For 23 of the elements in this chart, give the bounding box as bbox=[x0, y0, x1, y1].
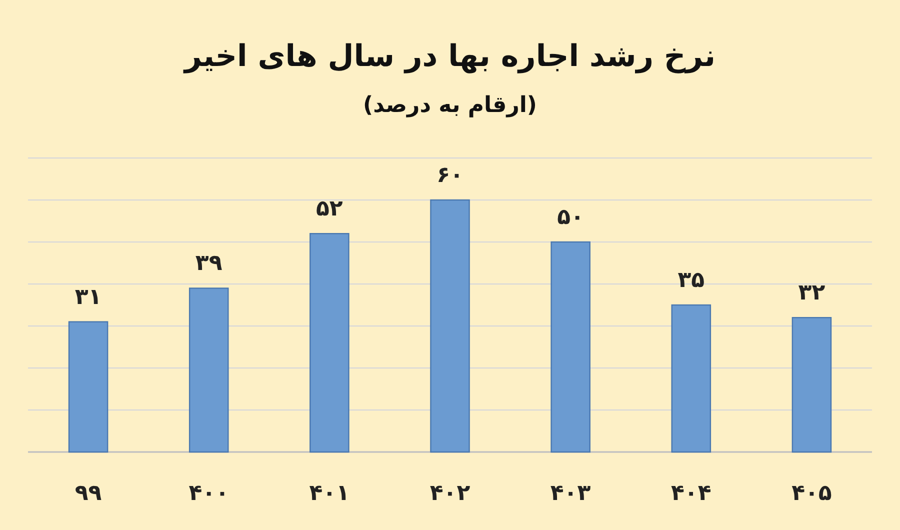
data-label: ۳۲ bbox=[798, 280, 826, 306]
data-label: ۳۹ bbox=[195, 251, 222, 276]
data-label: ۵۲ bbox=[316, 196, 344, 222]
x-tick-label: ۴۰۵ bbox=[792, 481, 832, 506]
chart-subtitle: (ارقام به درصد) bbox=[363, 93, 537, 118]
chart-title: نرخ رشد اجاره بها در سال های اخیر bbox=[182, 39, 716, 74]
data-label: ۶۰ bbox=[436, 163, 464, 188]
x-tick-label: ۴۰۰ bbox=[188, 481, 230, 506]
data-label: ۵۰ bbox=[557, 205, 584, 230]
bar bbox=[68, 321, 108, 453]
data-label: ۳۱ bbox=[74, 284, 102, 310]
x-tick-label: ۴۰۳ bbox=[550, 481, 592, 506]
bar bbox=[188, 288, 229, 453]
bar bbox=[671, 304, 712, 453]
bar bbox=[430, 199, 470, 453]
x-tick-label: ۹۹ bbox=[74, 481, 102, 506]
x-tick-label: ۴۰۴ bbox=[670, 481, 712, 506]
x-tick-label: ۴۰۱ bbox=[309, 481, 350, 506]
x-tick-label: ۴۰۲ bbox=[430, 481, 471, 506]
bar bbox=[792, 317, 832, 453]
bar bbox=[550, 241, 590, 453]
data-label: ۳۵ bbox=[678, 268, 705, 293]
bar bbox=[310, 233, 350, 453]
